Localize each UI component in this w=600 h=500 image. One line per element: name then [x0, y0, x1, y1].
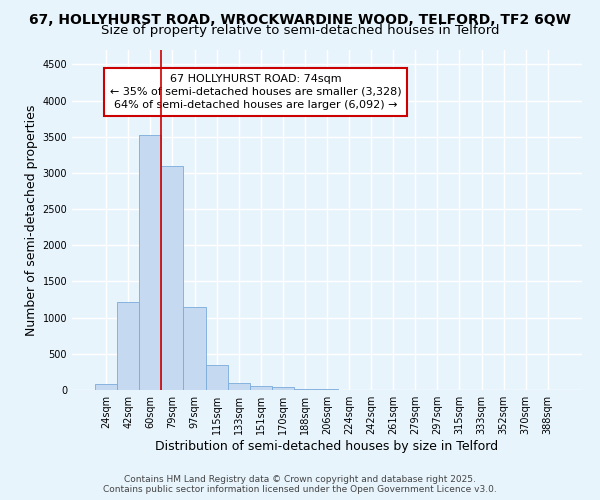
Bar	[161, 166, 184, 390]
Y-axis label: Number of semi-detached properties: Number of semi-detached properties	[25, 104, 38, 336]
X-axis label: Distribution of semi-detached houses by size in Telford: Distribution of semi-detached houses by …	[155, 440, 499, 453]
Bar	[227, 383, 250, 390]
Bar	[117, 302, 139, 390]
Bar	[272, 387, 294, 390]
Bar	[294, 388, 316, 390]
Bar	[184, 307, 206, 390]
Bar	[139, 136, 161, 390]
Bar	[95, 384, 117, 390]
Bar	[206, 366, 227, 390]
Bar	[250, 386, 272, 390]
Text: Contains HM Land Registry data © Crown copyright and database right 2025.
Contai: Contains HM Land Registry data © Crown c…	[103, 474, 497, 494]
Text: 67, HOLLYHURST ROAD, WROCKWARDINE WOOD, TELFORD, TF2 6QW: 67, HOLLYHURST ROAD, WROCKWARDINE WOOD, …	[29, 12, 571, 26]
Text: 67 HOLLYHURST ROAD: 74sqm
← 35% of semi-detached houses are smaller (3,328)
64% : 67 HOLLYHURST ROAD: 74sqm ← 35% of semi-…	[110, 74, 401, 110]
Text: Size of property relative to semi-detached houses in Telford: Size of property relative to semi-detach…	[101, 24, 499, 37]
